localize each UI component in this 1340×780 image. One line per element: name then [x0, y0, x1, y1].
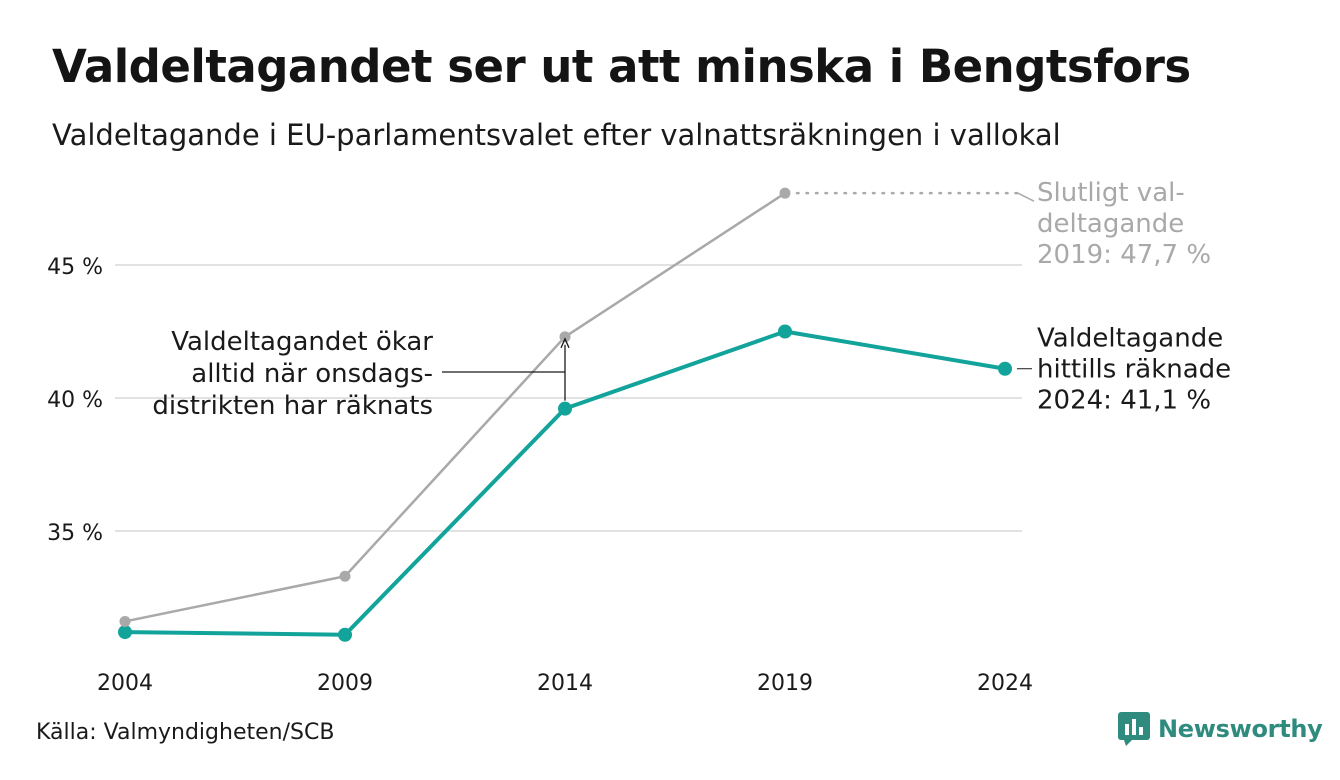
counted-label-line: 2024: 41,1 %	[1037, 386, 1211, 416]
data-point-counted	[558, 401, 572, 416]
x-tick-label: 2014	[537, 671, 593, 696]
source-note: Källa: Valmyndigheten/SCB	[36, 720, 335, 745]
y-tick-label: 45 %	[47, 255, 103, 280]
data-point-counted	[778, 324, 792, 339]
chart-subtitle: Valdeltagande i EU-parlamentsvalet efter…	[52, 118, 1061, 152]
x-axis-ticks: 2004 2009 2014 2019 2024	[97, 671, 1033, 696]
data-point-counted	[998, 361, 1012, 376]
arrow-head	[560, 337, 570, 349]
counted-label-line: Valdeltagande	[1037, 324, 1223, 354]
y-tick-label: 35 %	[47, 521, 103, 546]
gridlines	[115, 264, 1022, 532]
x-tick-label: 2004	[97, 671, 153, 696]
data-point-counted	[338, 627, 352, 642]
series-line-final	[124, 192, 786, 623]
brand-logo: Newsworthy	[1118, 712, 1323, 746]
data-point-final	[779, 187, 791, 199]
final-label-line: 2019: 47,7 %	[1037, 240, 1211, 270]
data-point-final	[339, 570, 351, 582]
note-line: alltid när onsdags-	[191, 359, 433, 389]
final-label-line: deltagande	[1037, 209, 1184, 239]
data-point-counted	[118, 625, 132, 640]
y-axis-ticks: 35 % 40 % 45 %	[47, 255, 103, 546]
bar-chart-icon	[1118, 712, 1150, 746]
note-line: distrikten har räknats	[152, 391, 433, 421]
chart-title: Valdeltagandet ser ut att minska i Bengt…	[52, 40, 1191, 93]
x-tick-label: 2024	[977, 671, 1033, 696]
data-point-final	[119, 615, 131, 627]
final-label-line: Slutligt val-	[1037, 178, 1185, 208]
leader-tick-final	[1017, 192, 1035, 202]
y-tick-label: 40 %	[47, 388, 103, 413]
note-line: Valdeltagandet ökar	[171, 327, 433, 357]
data-point-final	[559, 331, 571, 343]
x-tick-label: 2009	[317, 671, 373, 696]
brand-name: Newsworthy	[1158, 715, 1323, 743]
x-tick-label: 2019	[757, 671, 813, 696]
counted-label-line: hittills räknade	[1037, 355, 1231, 385]
series-points	[118, 187, 1012, 642]
